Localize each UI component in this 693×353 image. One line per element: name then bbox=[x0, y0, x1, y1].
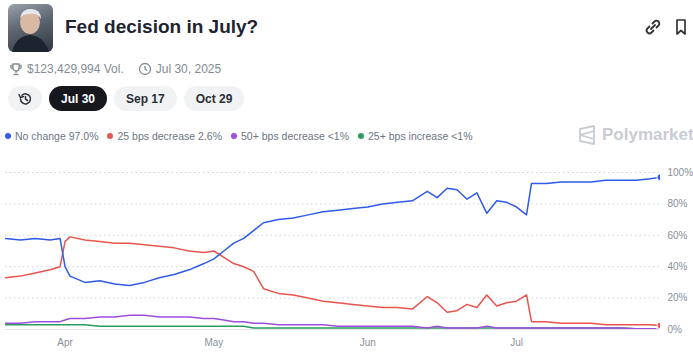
svg-text:May: May bbox=[204, 337, 223, 348]
html-text:50+ bps decrease <1%: 50+ bps decrease <1% bbox=[241, 130, 349, 142]
html-text:$123,429,994 Vol.: $123,429,994 Vol. bbox=[27, 62, 124, 76]
svg-text:20%: 20% bbox=[668, 292, 688, 303]
html-text:Fed decision in July?: Fed decision in July? bbox=[65, 16, 259, 37]
svg-text:60%: 60% bbox=[668, 230, 688, 241]
svg-text:100%: 100% bbox=[668, 167, 693, 178]
html-text:25 bps decrease 2.6%: 25 bps decrease 2.6% bbox=[117, 130, 222, 142]
html-text:Jul 30, 2025: Jul 30, 2025 bbox=[155, 62, 222, 76]
html-text:No change 97.0%: No change 97.0% bbox=[15, 130, 99, 142]
html-text:Oct 29: Oct 29 bbox=[195, 91, 233, 106]
svg-text:Jun: Jun bbox=[360, 337, 376, 348]
svg-text:0%: 0% bbox=[668, 324, 683, 335]
html-text:Sep 17: Sep 17 bbox=[126, 91, 165, 106]
svg-text:Jul: Jul bbox=[510, 337, 523, 348]
html-text:Jul 30: Jul 30 bbox=[61, 91, 95, 106]
html-text:25+ bps increase <1%: 25+ bps increase <1% bbox=[368, 130, 473, 142]
svg-text:40%: 40% bbox=[668, 261, 688, 272]
html-text:Polymarket: Polymarket bbox=[602, 125, 693, 144]
svg-text:Apr: Apr bbox=[57, 337, 73, 348]
svg-text:80%: 80% bbox=[668, 198, 688, 209]
